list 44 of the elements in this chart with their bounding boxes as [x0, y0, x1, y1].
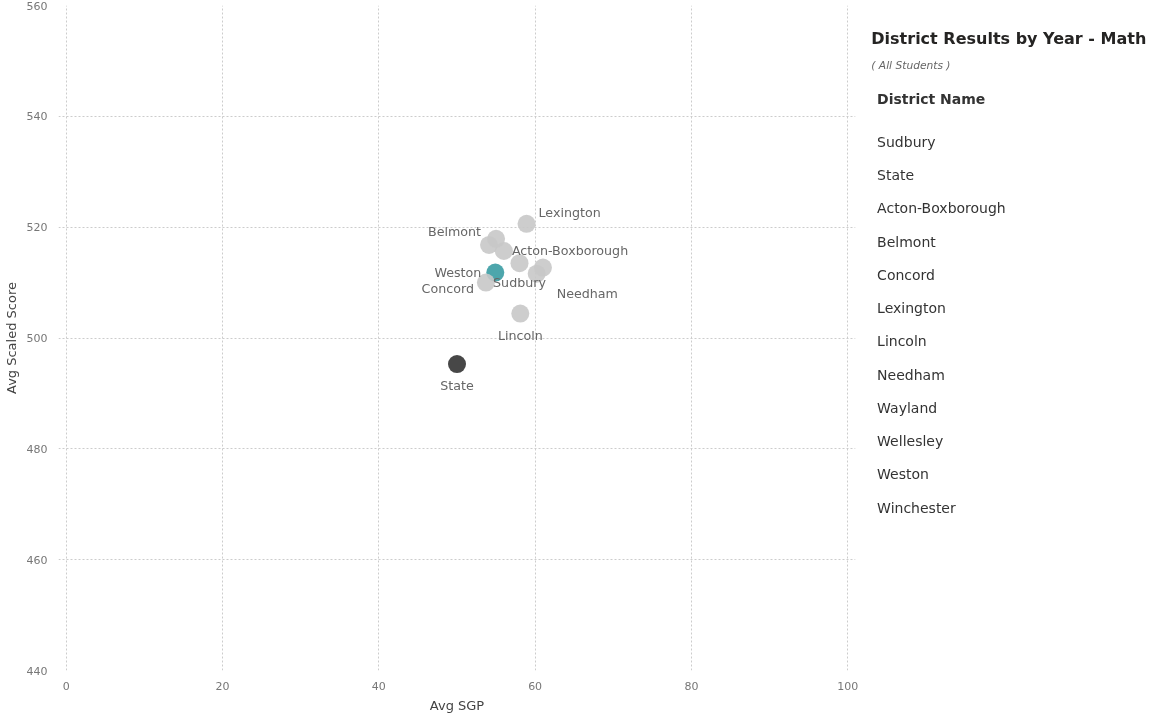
annotation: State	[440, 378, 474, 394]
x-tick-label: 60	[528, 679, 543, 693]
y-tick-label: 480	[26, 442, 48, 456]
y-tick-label: 540	[26, 110, 48, 124]
text: Wayland	[877, 399, 938, 416]
text: Winchester	[877, 499, 956, 516]
point	[511, 304, 530, 323]
text: Lincoln	[877, 333, 927, 350]
annotation: Sudbury	[493, 275, 547, 291]
x-tick-label: 100	[837, 679, 859, 693]
text: Concord	[877, 266, 935, 283]
annotation: Lexington	[538, 204, 601, 220]
y-axis-title: Avg Scaled Score	[3, 282, 19, 394]
text: Acton-Boxborough	[877, 200, 1006, 217]
annotation: Needham	[556, 285, 618, 301]
x-tick-label: 40	[371, 679, 386, 693]
y-tick-label: 560	[26, 0, 48, 13]
x-tick-label: 80	[684, 679, 699, 693]
text: State	[877, 167, 915, 184]
text: Belmont	[877, 233, 937, 250]
text: ( All Students )	[871, 58, 951, 72]
y-tick-label: 500	[26, 332, 48, 345]
point	[533, 258, 552, 277]
text: Needham	[877, 366, 945, 383]
text: Lexington	[877, 300, 946, 317]
y-tick-label: 440	[26, 664, 48, 678]
x-axis-title: Avg SGP	[429, 697, 485, 713]
annotation: Lincoln	[497, 327, 543, 343]
x-tick-label: 20	[215, 679, 230, 693]
text: District Name	[877, 90, 986, 107]
text: Wellesley	[877, 433, 944, 450]
annotation: Weston	[434, 265, 482, 281]
text: Weston	[877, 466, 929, 483]
y-tick-label: 460	[26, 553, 48, 567]
annotation: Acton-Boxborough	[511, 243, 629, 259]
y-tick-label: 520	[26, 221, 48, 235]
annotation: Belmont	[427, 223, 482, 239]
point	[448, 355, 466, 374]
text: District Results by Year - Math	[871, 29, 1147, 49]
text: Sudbury	[877, 133, 936, 150]
annotation: Concord	[421, 281, 474, 297]
point	[517, 214, 536, 233]
point	[494, 242, 513, 260]
x-tick-label: 0	[62, 679, 70, 693]
